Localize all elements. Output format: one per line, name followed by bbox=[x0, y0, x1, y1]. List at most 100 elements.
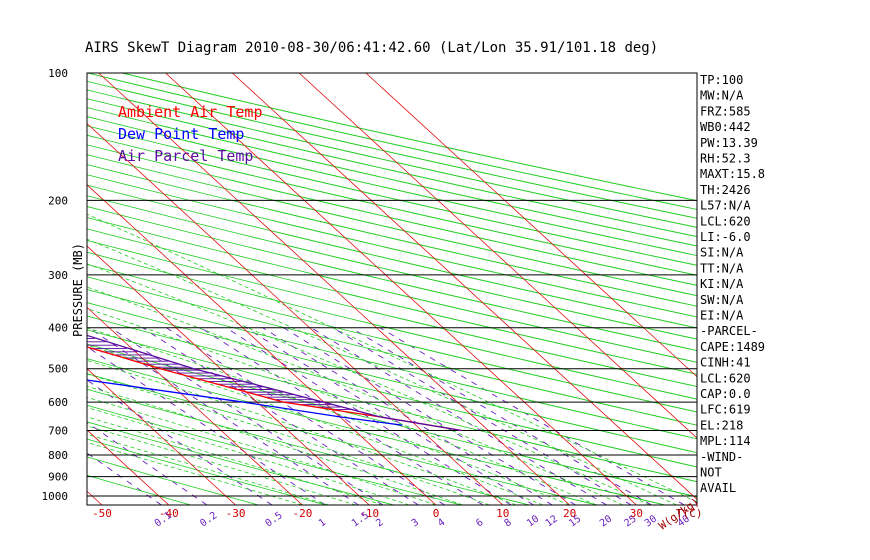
legend-entry: Dew Point Temp bbox=[118, 125, 244, 143]
mixing-ratio-tick-label: 12 bbox=[544, 514, 560, 530]
bottom-temperature-tick-label: 30 bbox=[630, 507, 643, 520]
pressure-tick-label: 200 bbox=[48, 194, 68, 207]
mixing-ratio-tick-label: 4 bbox=[436, 517, 447, 529]
mixing-ratio-line bbox=[87, 421, 208, 505]
pressure-tick-label: 700 bbox=[48, 425, 68, 438]
moist-adiabat bbox=[87, 373, 490, 505]
isotherm bbox=[0, 73, 35, 505]
mixing-ratio-line bbox=[262, 327, 553, 505]
isotherm bbox=[87, 184, 437, 505]
chart-title: AIRS SkewT Diagram 2010-08-30/06:41:42.6… bbox=[85, 40, 658, 56]
dry-adiabat bbox=[87, 302, 697, 454]
y-axis-label: PRESSURE (MB) bbox=[71, 243, 85, 337]
dry-adiabat bbox=[87, 404, 462, 505]
dry-adiabat bbox=[87, 315, 697, 468]
index-entry: LCL:620 bbox=[700, 214, 751, 228]
pressure-tick-label: 600 bbox=[48, 396, 68, 409]
mixing-ratio-line bbox=[332, 327, 632, 505]
index-entry: CAP:0.0 bbox=[700, 387, 751, 401]
dry-adiabat bbox=[87, 134, 697, 276]
isotherm bbox=[87, 245, 370, 505]
moist-adiabat bbox=[87, 359, 517, 505]
dry-adiabat bbox=[87, 154, 697, 297]
bottom-temperature-tick-label: -40 bbox=[159, 507, 179, 520]
mixing-ratio-tick-label: 2 bbox=[374, 517, 385, 529]
mixing-ratio-line bbox=[87, 379, 273, 505]
dry-adiabat bbox=[87, 80, 697, 219]
plot-frame bbox=[86, 72, 698, 506]
dry-adiabat bbox=[87, 184, 697, 329]
index-entry: TH:2426 bbox=[700, 183, 751, 197]
moist-adiabat bbox=[87, 286, 624, 505]
pressure-tick-label: 900 bbox=[48, 471, 68, 484]
dry-adiabat bbox=[87, 289, 697, 440]
index-entry: EL:218 bbox=[700, 418, 743, 432]
isotherms bbox=[0, 73, 697, 505]
bottom-temperature-tick-label: 20 bbox=[563, 507, 576, 520]
dry-adiabat bbox=[87, 89, 697, 228]
plot-area bbox=[0, 73, 697, 505]
mixing-ratio-tick-label: 1 bbox=[317, 517, 328, 529]
moist-adiabat bbox=[87, 407, 410, 505]
mixing-ratio-lines bbox=[87, 327, 685, 505]
legend-entry: Ambient Air Temp bbox=[118, 103, 263, 121]
moist-adiabat bbox=[87, 344, 544, 505]
bottom-temperature-tick-label: -20 bbox=[292, 507, 312, 520]
dry-adiabat bbox=[87, 343, 697, 498]
mixing-ratio-tick-label: 10 bbox=[525, 514, 541, 530]
dry-adiabat bbox=[87, 421, 395, 505]
mixing-ratio-tick-label: 6 bbox=[474, 517, 485, 529]
index-entry: SI:N/A bbox=[700, 246, 744, 260]
index-entry: MAXT:15.8 bbox=[700, 167, 765, 181]
moist-adiabat bbox=[87, 308, 597, 505]
mixing-ratio-line bbox=[225, 327, 512, 505]
dry-adiabat bbox=[87, 195, 697, 340]
dry-adiabat bbox=[87, 116, 697, 257]
index-entry: KI:N/A bbox=[700, 277, 744, 291]
moist-adiabat bbox=[87, 433, 330, 505]
moist-adiabats bbox=[87, 213, 697, 505]
isotherm bbox=[232, 73, 697, 500]
mixing-ratio-line bbox=[166, 327, 445, 505]
pressure-tick-label: 300 bbox=[48, 269, 68, 282]
index-entry: TT:N/A bbox=[700, 261, 744, 275]
index-entry: -WIND- bbox=[700, 450, 743, 464]
index-entry: L57:N/A bbox=[700, 199, 751, 213]
index-entry: LI:-6.0 bbox=[700, 230, 751, 244]
bottom-temperature-tick-label: -10 bbox=[359, 507, 379, 520]
isotherm bbox=[165, 73, 637, 505]
dry-adiabat bbox=[87, 206, 697, 352]
mixing-ratio-tick-label: 0.2 bbox=[198, 510, 219, 529]
dry-adiabat bbox=[87, 358, 666, 505]
dry-adiabats bbox=[87, 73, 697, 505]
dry-adiabat bbox=[87, 125, 697, 266]
index-entry: EI:N/A bbox=[700, 309, 744, 323]
index-entry: NOT bbox=[700, 466, 722, 480]
index-entry: RH:52.3 bbox=[700, 152, 751, 166]
dry-adiabat bbox=[87, 144, 697, 286]
index-entry: LCL:620 bbox=[700, 371, 751, 385]
mixing-ratio-tick-label: 20 bbox=[598, 514, 614, 530]
isotherm bbox=[87, 306, 303, 505]
mixing-ratio-tick-label: 3 bbox=[410, 517, 421, 529]
index-entry: TP:100 bbox=[700, 73, 743, 87]
index-entry: PW:13.39 bbox=[700, 136, 758, 150]
dry-adiabat bbox=[87, 217, 697, 363]
dry-adiabat bbox=[87, 98, 697, 238]
dry-adiabat bbox=[87, 373, 598, 505]
bottom-temperature-tick-label: 0 bbox=[433, 507, 440, 520]
pressure-tick-labels: 100 200 300 400 500 600 700 800 900 1000 bbox=[42, 67, 69, 503]
dry-adiabat bbox=[87, 107, 697, 247]
dew-point-temp-line bbox=[87, 379, 403, 426]
bottom-temperature-tick-label: -30 bbox=[226, 507, 246, 520]
index-entry: CAPE:1489 bbox=[700, 340, 765, 354]
pressure-tick-label: 500 bbox=[48, 363, 68, 376]
mixing-ratio-line bbox=[142, 327, 419, 505]
moist-adiabat bbox=[87, 238, 677, 505]
moist-adiabat bbox=[87, 263, 650, 505]
moist-adiabat bbox=[87, 213, 697, 503]
moist-adiabat bbox=[87, 327, 570, 505]
pressure-tick-label: 800 bbox=[48, 449, 68, 462]
isobars bbox=[87, 73, 697, 497]
isotherm bbox=[87, 429, 170, 505]
